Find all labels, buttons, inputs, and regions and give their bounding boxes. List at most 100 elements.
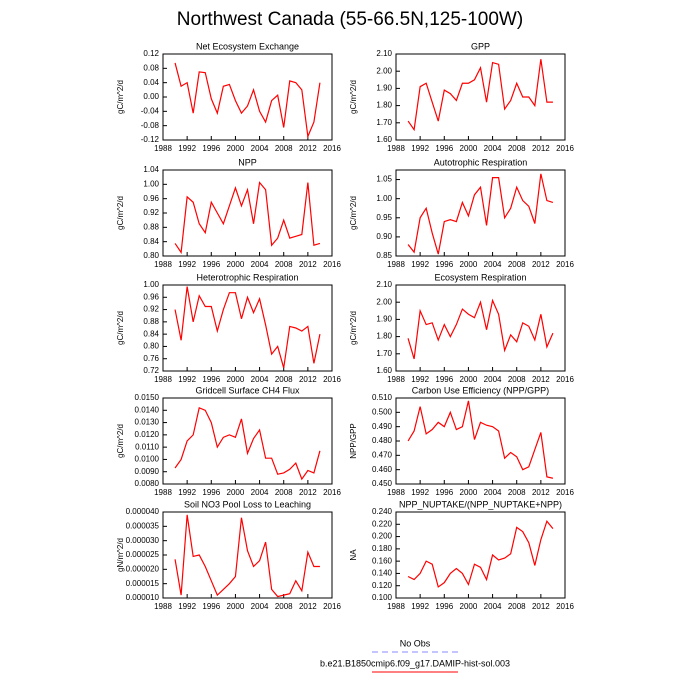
y-axis-label: gC/m^2/d: [349, 311, 358, 345]
x-tick-label: 2016: [323, 375, 341, 384]
plot-frame: [395, 53, 566, 141]
y-tick-label: 0.72: [143, 366, 159, 375]
x-tick-label: 2004: [251, 488, 269, 497]
data-line: [407, 400, 554, 479]
x-tick-label: 1992: [411, 260, 429, 269]
x-tick-label: 1992: [178, 602, 196, 611]
y-axis-label: gC/m^2/d: [116, 424, 125, 458]
x-tick-label: 2000: [460, 488, 478, 497]
x-tick-label: 1996: [435, 260, 453, 269]
x-tick-label: 2016: [323, 488, 341, 497]
x-tick-label: 1988: [154, 144, 172, 153]
x-tick-label: 2000: [227, 260, 245, 269]
x-tick-label: 1988: [154, 375, 172, 384]
x-tick-label: 2012: [532, 144, 550, 153]
y-tick-label: 0.0100: [135, 455, 160, 464]
x-tick-label: 2012: [532, 375, 550, 384]
y-tick-label: 0.140: [372, 569, 393, 578]
y-tick-label: 0.000040: [126, 507, 160, 516]
x-tick-label: 2016: [556, 488, 574, 497]
y-tick-label: 0.08: [143, 63, 159, 72]
y-tick-label: 0.85: [376, 251, 392, 260]
y-tick-label: 1.04: [143, 165, 159, 174]
figure-title: Northwest Canada (55-66.5N,125-100W): [177, 9, 523, 30]
y-tick-label: 0.510: [372, 393, 393, 402]
y-axis-label: gN/m^2/d: [116, 538, 125, 572]
x-tick-label: 2004: [251, 375, 269, 384]
x-tick-label: 1992: [178, 144, 196, 153]
x-tick-label: 1996: [202, 602, 220, 611]
y-tick-label: 0.120: [372, 581, 393, 590]
y-tick-label: 0.92: [143, 208, 159, 217]
y-tick-label: 1.80: [376, 101, 392, 110]
y-tick-label: 2.00: [376, 297, 392, 306]
x-tick-label: 2004: [484, 375, 502, 384]
y-tick-label: 0.90: [376, 232, 392, 241]
y-tick-label: 0.80: [143, 251, 159, 260]
x-tick-label: 2000: [227, 144, 245, 153]
x-tick-label: 2012: [532, 488, 550, 497]
x-tick-label: 2008: [275, 144, 293, 153]
x-tick-label: 2016: [556, 260, 574, 269]
x-tick-label: 1996: [435, 144, 453, 153]
x-tick-label: 1992: [411, 602, 429, 611]
x-tick-label: 2000: [227, 602, 245, 611]
plot-frame: [395, 169, 566, 257]
x-tick-label: 2008: [275, 488, 293, 497]
y-tick-label: 0.490: [372, 422, 393, 431]
plot-frame: [162, 397, 333, 485]
x-tick-label: 2012: [299, 144, 317, 153]
y-tick-label: 0.0110: [135, 442, 159, 451]
x-tick-label: 1988: [387, 488, 405, 497]
x-tick-label: 2012: [299, 260, 317, 269]
y-tick-label: 2.10: [376, 280, 392, 289]
y-tick-label: 1.60: [376, 366, 392, 375]
data-line: [174, 62, 321, 139]
y-tick-label: 0.480: [372, 436, 393, 445]
y-tick-label: 1.00: [376, 194, 392, 203]
y-tick-label: 0.000020: [126, 564, 160, 573]
x-tick-label: 2000: [227, 488, 245, 497]
y-tick-label: 0.00: [143, 92, 159, 101]
y-tick-label: 0.95: [376, 213, 392, 222]
x-tick-label: 2012: [299, 375, 317, 384]
legend-label: No Obs: [400, 638, 431, 648]
panel-title: GPP: [471, 41, 490, 51]
panel-title: Gridcell Surface CH4 Flux: [195, 385, 300, 395]
y-tick-label: 1.90: [376, 84, 392, 93]
data-line: [174, 181, 321, 255]
x-tick-label: 2004: [251, 144, 269, 153]
data-line: [407, 298, 554, 360]
x-tick-label: 2008: [275, 260, 293, 269]
x-tick-label: 1996: [202, 488, 220, 497]
data-line: [174, 286, 321, 369]
data-line: [407, 59, 553, 132]
y-tick-label: 0.80: [143, 342, 159, 351]
y-tick-label: 0.0140: [135, 405, 160, 414]
x-tick-label: 1992: [178, 488, 196, 497]
x-tick-label: 2012: [299, 488, 317, 497]
y-tick-label: -0.12: [141, 135, 160, 144]
x-tick-label: 1992: [411, 144, 429, 153]
plot-frame: [395, 511, 566, 599]
y-axis-label: gC/m^2/d: [116, 80, 125, 114]
x-tick-label: 2004: [484, 488, 502, 497]
x-tick-label: 1992: [411, 488, 429, 497]
y-tick-label: 0.92: [143, 305, 159, 314]
y-tick-label: 0.470: [372, 450, 393, 459]
y-axis-label: gC/m^2/d: [349, 80, 358, 114]
x-tick-label: 2008: [508, 375, 526, 384]
data-line: [407, 519, 554, 588]
y-tick-label: 1.00: [143, 280, 159, 289]
y-tick-label: 0.240: [372, 507, 393, 516]
x-tick-label: 1988: [154, 602, 172, 611]
x-tick-label: 2012: [532, 602, 550, 611]
x-tick-label: 2008: [275, 375, 293, 384]
x-tick-label: 2000: [460, 144, 478, 153]
y-tick-label: 0.000030: [126, 536, 160, 545]
x-tick-label: 1988: [154, 488, 172, 497]
x-tick-label: 1996: [435, 602, 453, 611]
panel-title: Soil NO3 Pool Loss to Leaching: [184, 499, 311, 509]
y-tick-label: 0.0120: [135, 430, 160, 439]
y-tick-label: 2.10: [376, 49, 392, 58]
